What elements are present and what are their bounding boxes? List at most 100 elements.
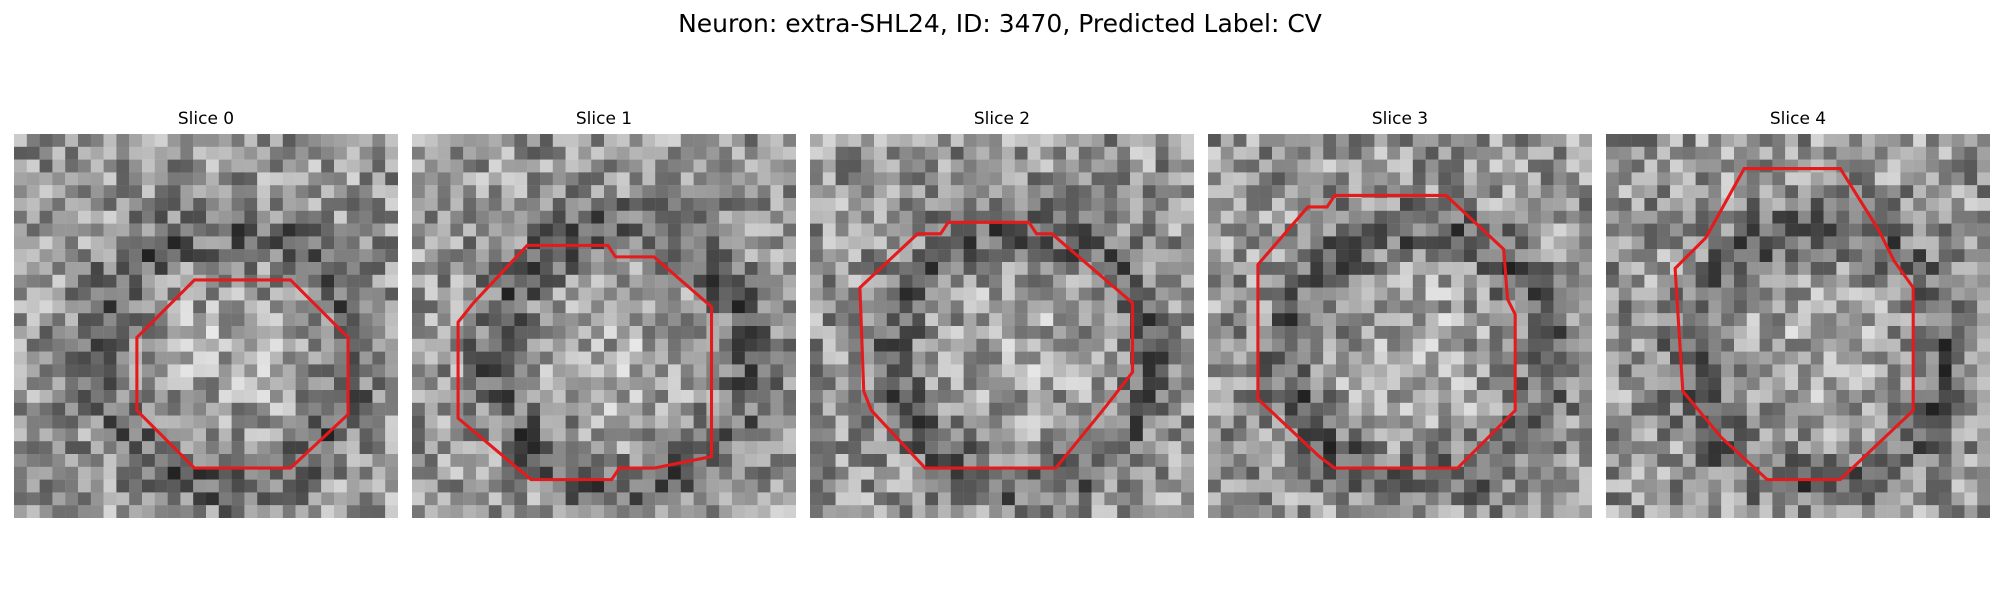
pixel xyxy=(617,300,630,313)
pixel xyxy=(412,313,425,326)
pixel xyxy=(1464,224,1477,237)
pixel xyxy=(874,480,887,493)
pixel xyxy=(1721,454,1734,467)
pixel xyxy=(655,211,668,224)
pixel xyxy=(758,326,771,339)
pixel xyxy=(40,441,53,454)
pixel xyxy=(489,198,502,211)
pixel xyxy=(1208,416,1221,429)
pixel xyxy=(1772,185,1785,198)
pixel xyxy=(1477,352,1490,365)
pixel xyxy=(848,275,861,288)
pixel xyxy=(1053,416,1066,429)
pixel xyxy=(1875,198,1888,211)
pixel xyxy=(1272,480,1285,493)
pixel xyxy=(770,339,783,352)
pixel xyxy=(1272,428,1285,441)
pixel xyxy=(694,505,707,518)
pixel xyxy=(40,428,53,441)
pixel xyxy=(938,390,951,403)
pixel xyxy=(758,185,771,198)
pixel xyxy=(1977,198,1990,211)
pixel xyxy=(887,172,900,185)
pixel xyxy=(681,249,694,262)
pixel xyxy=(1849,275,1862,288)
pixel xyxy=(425,262,438,275)
pixel xyxy=(1130,288,1143,301)
pixel xyxy=(514,147,527,160)
pixel xyxy=(1246,134,1259,147)
pixel xyxy=(540,505,553,518)
pixel xyxy=(1362,288,1375,301)
pixel xyxy=(334,454,347,467)
pixel xyxy=(951,288,964,301)
pixel xyxy=(1721,339,1734,352)
pixel xyxy=(283,403,296,416)
pixel xyxy=(78,300,91,313)
pixel xyxy=(193,492,206,505)
pixel xyxy=(578,198,591,211)
pixel xyxy=(1143,352,1156,365)
pixel xyxy=(168,467,181,480)
pixel xyxy=(1156,288,1169,301)
pixel xyxy=(52,249,65,262)
pixel xyxy=(964,505,977,518)
pixel xyxy=(450,275,463,288)
pixel xyxy=(770,364,783,377)
pixel xyxy=(1092,224,1105,237)
pixel xyxy=(1168,172,1181,185)
pixel xyxy=(168,505,181,518)
pixel xyxy=(40,198,53,211)
pixel xyxy=(1734,428,1747,441)
pixel xyxy=(244,262,257,275)
pixel xyxy=(938,134,951,147)
pixel xyxy=(1040,390,1053,403)
pixel xyxy=(1272,492,1285,505)
pixel xyxy=(1053,480,1066,493)
pixel xyxy=(372,480,385,493)
pixel xyxy=(385,505,398,518)
pixel xyxy=(1438,390,1451,403)
pixel xyxy=(1426,288,1439,301)
pixel xyxy=(836,377,849,390)
pixel xyxy=(848,403,861,416)
pixel xyxy=(783,300,796,313)
pixel xyxy=(104,185,117,198)
pixel xyxy=(1708,249,1721,262)
pixel xyxy=(1977,505,1990,518)
pixel xyxy=(1426,198,1439,211)
pixel xyxy=(52,160,65,173)
pixel xyxy=(540,211,553,224)
pixel xyxy=(1824,288,1837,301)
pixel xyxy=(1438,454,1451,467)
pixel xyxy=(681,403,694,416)
pixel xyxy=(1964,172,1977,185)
pixel xyxy=(836,454,849,467)
pixel xyxy=(1259,224,1272,237)
pixel xyxy=(193,441,206,454)
pixel xyxy=(836,198,849,211)
pixel xyxy=(52,313,65,326)
pixel xyxy=(514,275,527,288)
pixel xyxy=(1772,467,1785,480)
pixel xyxy=(1374,211,1387,224)
pixel xyxy=(1221,147,1234,160)
pixel xyxy=(1836,454,1849,467)
pixel xyxy=(783,441,796,454)
pixel xyxy=(1862,492,1875,505)
pixel xyxy=(372,198,385,211)
pixel xyxy=(1875,364,1888,377)
pixel xyxy=(1310,147,1323,160)
pixel xyxy=(1336,364,1349,377)
pixel xyxy=(1964,403,1977,416)
pixel xyxy=(783,428,796,441)
pixel xyxy=(874,364,887,377)
pixel xyxy=(206,505,219,518)
pixel xyxy=(155,288,168,301)
pixel xyxy=(1181,224,1194,237)
pixel xyxy=(719,211,732,224)
pixel xyxy=(65,416,78,429)
pixel xyxy=(1554,352,1567,365)
pixel xyxy=(412,326,425,339)
pixel xyxy=(1156,505,1169,518)
